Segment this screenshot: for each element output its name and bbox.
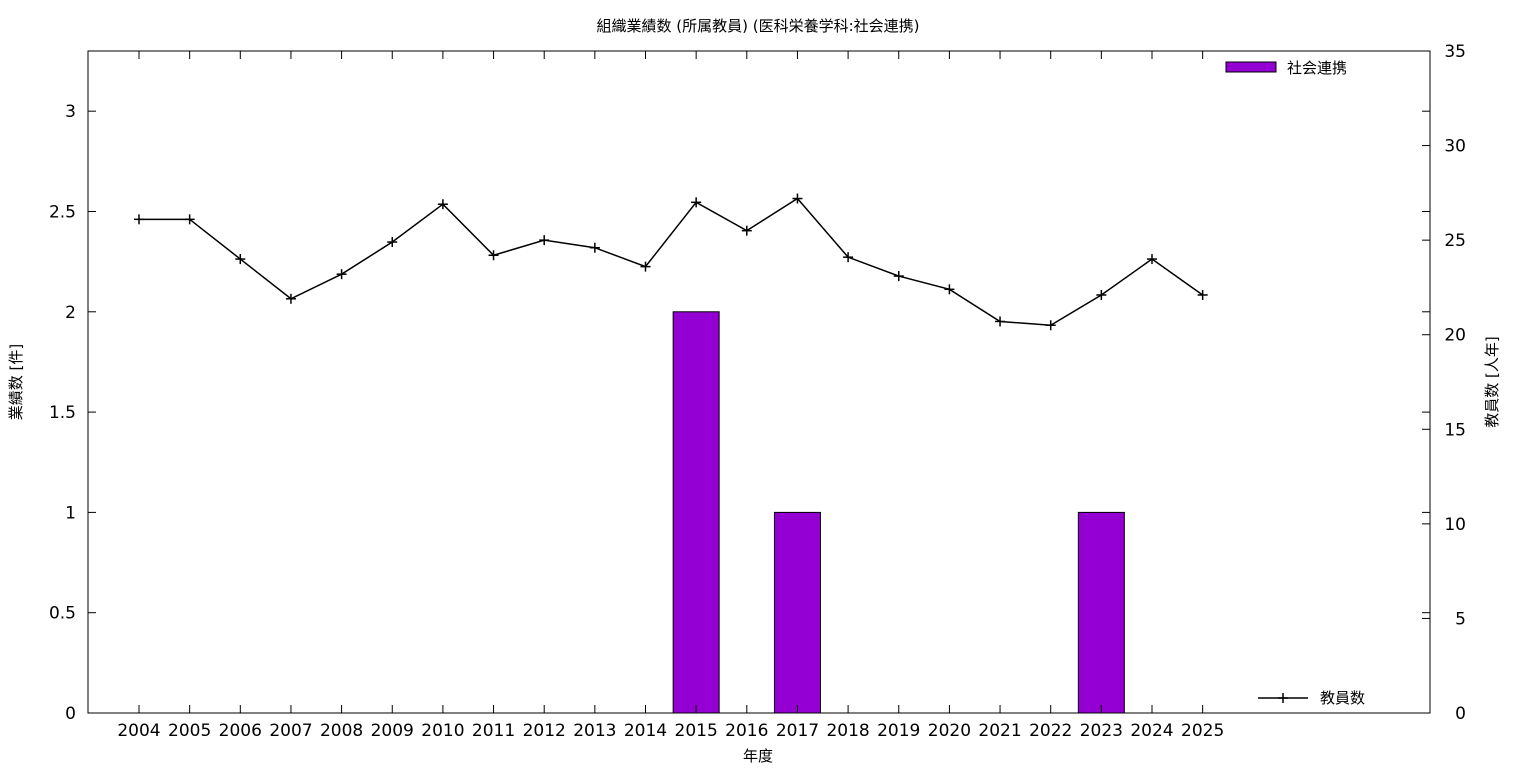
y2-tick-label: 30 <box>1444 137 1466 157</box>
y2-tick-label: 10 <box>1444 515 1466 535</box>
line-point-2010 <box>437 199 448 210</box>
y-axis-label-right: 教員数 [人年] <box>1483 336 1501 427</box>
x-tick-label: 2007 <box>269 721 312 741</box>
y-tick-label: 1 <box>65 503 76 523</box>
x-tick-label: 2006 <box>219 721 262 741</box>
line-point-2005 <box>184 214 195 225</box>
x-tick-label: 2013 <box>573 721 616 741</box>
bar-series <box>672 311 1125 714</box>
legend-bar-swatch <box>1225 61 1277 73</box>
y-axis-right: 0 5 10 15 20 25 30 35 <box>1422 42 1466 724</box>
line-point-2017 <box>792 193 803 204</box>
x-tick-label: 2025 <box>1181 721 1224 741</box>
y-tick-label: 3 <box>65 102 76 122</box>
line-point-2024 <box>1147 254 1157 265</box>
line-point-2023 <box>1096 289 1107 300</box>
line-point-2011 <box>488 250 499 261</box>
bar-2015 <box>672 311 720 714</box>
chart-title: 組織業績数 (所属教員) (医科栄養学科:社会連携) <box>596 17 919 35</box>
x-tick-label: 2011 <box>472 721 515 741</box>
x-tick-label: 2008 <box>320 721 363 741</box>
y2-tick-label: 15 <box>1444 420 1466 440</box>
y2-tick-label: 5 <box>1455 609 1466 629</box>
line-point-2013 <box>589 242 600 253</box>
legend-line-label: 教員数 <box>1320 689 1365 707</box>
line-point-2018 <box>843 252 854 263</box>
line-point-2025 <box>1197 289 1208 300</box>
x-tick-label: 2014 <box>624 721 667 741</box>
line-point-2022 <box>1045 320 1056 331</box>
y2-tick-label: 35 <box>1444 42 1466 62</box>
line-point-2008 <box>336 269 347 280</box>
line-path <box>139 197 1204 327</box>
line-point-2004 <box>134 214 144 225</box>
x-tick-label: 2012 <box>523 721 566 741</box>
line-series <box>134 193 1208 331</box>
line-point-2020 <box>944 284 955 295</box>
x-tick-label: 2016 <box>725 721 768 741</box>
y-tick-label: 0.5 <box>49 604 76 624</box>
plot-frame <box>87 50 1431 714</box>
bar-2017 <box>773 511 821 714</box>
line-point-2021 <box>995 316 1006 327</box>
y-tick-label: 2 <box>65 303 76 323</box>
x-tick-label: 2005 <box>168 721 211 741</box>
y-tick-label: 1.5 <box>49 403 76 423</box>
x-tick-label: 2024 <box>1130 721 1173 741</box>
y-axis-label-left: 業績数 [件] <box>7 344 25 420</box>
y2-tick-label: 25 <box>1444 231 1466 251</box>
line-point-2015 <box>691 197 702 208</box>
line-point-2012 <box>539 235 550 246</box>
x-axis-label: 年度 <box>743 747 773 765</box>
x-tick-label: 2022 <box>1029 721 1072 741</box>
x-tick-label: 2023 <box>1080 721 1123 741</box>
line-point-2019 <box>893 271 904 282</box>
y-tick-label: 0 <box>65 704 76 724</box>
line-point-2006 <box>235 254 246 265</box>
bar-2023 <box>1077 511 1125 714</box>
x-tick-label: 2020 <box>928 721 971 741</box>
x-tick-label: 2018 <box>826 721 869 741</box>
x-tick-label: 2015 <box>675 721 718 741</box>
line-point-2014 <box>640 261 651 272</box>
y2-tick-label: 20 <box>1444 326 1466 346</box>
x-tick-label: 2019 <box>877 721 920 741</box>
legend-line-entry: 教員数 <box>1258 689 1365 707</box>
x-tick-label: 2021 <box>978 721 1021 741</box>
x-tick-label: 2004 <box>117 721 160 741</box>
y-tick-label: 2.5 <box>49 202 76 222</box>
y-axis-left: 0 0.5 1 1.5 2 2.5 3 <box>49 102 1430 724</box>
y2-tick-label: 0 <box>1455 704 1466 724</box>
x-tick-label: 2009 <box>371 721 414 741</box>
legend-bar-entry: 社会連携 <box>1225 59 1347 77</box>
legend-bar-label: 社会連携 <box>1287 59 1347 77</box>
x-tick-label: 2010 <box>421 721 464 741</box>
line-point-2016 <box>741 225 752 236</box>
x-tick-label: 2017 <box>776 721 819 741</box>
line-point-2009 <box>387 237 398 248</box>
line-point-2007 <box>285 293 296 304</box>
x-axis: 2004 2005 2006 2007 2008 2009 2010 2011 2012 2013… <box>117 51 1224 741</box>
